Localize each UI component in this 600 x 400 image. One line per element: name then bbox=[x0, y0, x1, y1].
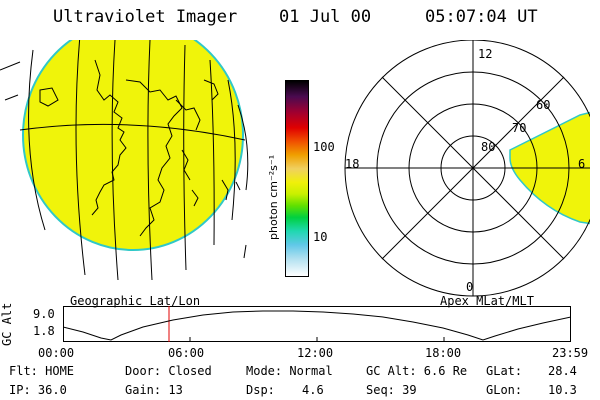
mlat-label-60: 60 bbox=[536, 98, 551, 112]
timeline-xtick-0600: 06:00 bbox=[168, 346, 205, 360]
status-mode: Mode: Normal bbox=[246, 364, 333, 378]
mlt-label-18: 18 bbox=[345, 157, 360, 171]
status-door: Door: Closed bbox=[125, 364, 212, 378]
status-dsp-label: Dsp: bbox=[246, 383, 275, 397]
status-glat-label: GLat: bbox=[486, 364, 523, 378]
altitude-timeline bbox=[63, 306, 571, 342]
mlt-label-12: 12 bbox=[478, 47, 493, 61]
status-flight: Flt: HOME bbox=[9, 364, 75, 378]
status-glon-label: GLon: bbox=[486, 383, 523, 397]
status-glon-value: 10.3 bbox=[548, 383, 577, 397]
polar-plot bbox=[344, 40, 590, 297]
intensity-colorbar bbox=[285, 80, 309, 277]
instrument-title: Ultraviolet Imager bbox=[53, 7, 238, 27]
status-gc-alt: GC Alt: 6.6 Re bbox=[366, 364, 468, 378]
earth-disk bbox=[22, 40, 244, 251]
geographic-caption: Geographic Lat/Lon bbox=[70, 294, 201, 308]
mlat-label-80: 80 bbox=[481, 140, 496, 154]
colorbar-tick-100: 100 bbox=[313, 140, 335, 154]
timeline-xtick-1200: 12:00 bbox=[297, 346, 334, 360]
timeline-xtick-0000: 00:00 bbox=[38, 346, 75, 360]
mlat-label-70: 70 bbox=[512, 121, 527, 135]
apex-caption: Apex MLat/MLT bbox=[440, 294, 534, 308]
timeline-xtick-1800: 18:00 bbox=[425, 346, 462, 360]
timeline-ytick-9: 9.0 bbox=[33, 307, 55, 321]
colorbar-unit-label: photon cm⁻²s⁻¹ bbox=[267, 154, 280, 240]
status-seq: Seq: 39 bbox=[366, 383, 417, 397]
timeline-xtick-2359: 23:59 bbox=[552, 346, 589, 360]
status-gain: Gain: 13 bbox=[125, 383, 183, 397]
timeline-ylabel: GC Alt bbox=[0, 302, 14, 346]
coastlines bbox=[39, 59, 247, 259]
colorbar-tick-10: 10 bbox=[313, 230, 328, 244]
altitude-curve bbox=[63, 310, 571, 341]
status-dsp-value: 4.6 bbox=[302, 383, 324, 397]
mlt-label-6: 6 bbox=[578, 157, 586, 171]
status-ip: IP: 36.0 bbox=[9, 383, 67, 397]
timeline-ytick-1.8: 1.8 bbox=[33, 324, 55, 338]
status-glat-value: 28.4 bbox=[548, 364, 577, 378]
mlt-label-0: 0 bbox=[466, 280, 474, 294]
observation-date: 01 Jul 00 bbox=[279, 7, 372, 27]
geographic-map bbox=[0, 40, 249, 281]
observation-time: 05:07:04 UT bbox=[425, 7, 538, 27]
